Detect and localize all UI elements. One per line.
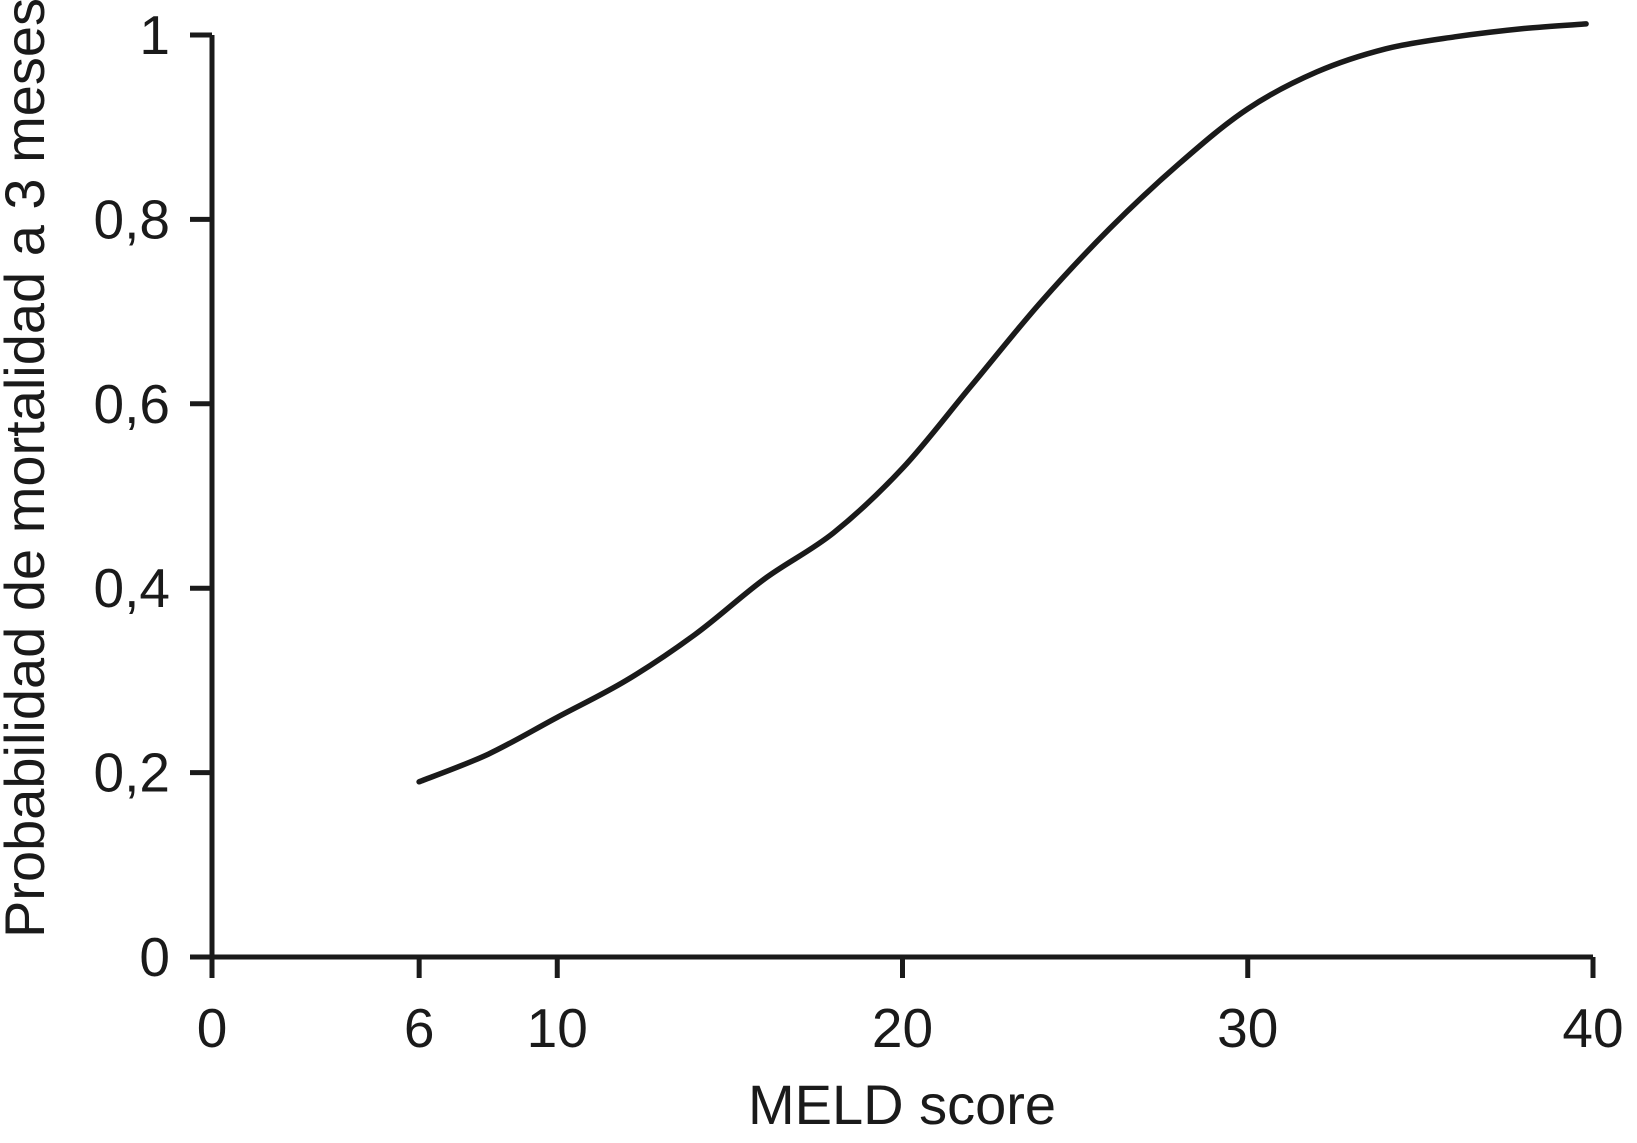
y-tick-label: 0,4 xyxy=(94,557,170,619)
axes xyxy=(190,35,1593,977)
x-tick-label: 40 xyxy=(1562,997,1623,1059)
y-tick-label: 0,2 xyxy=(94,742,170,804)
y-tick-label-group: 0 0,2 0,4 0,6 0,8 1 xyxy=(94,4,170,988)
y-tick-label: 0 xyxy=(139,926,170,988)
y-tick-group xyxy=(190,32,212,960)
x-tick-label: 6 xyxy=(404,997,435,1059)
x-tick-group xyxy=(209,957,1596,978)
x-tick-label: 30 xyxy=(1217,997,1278,1059)
mortality-probability-curve xyxy=(416,21,1589,785)
x-tick-label: 20 xyxy=(872,997,933,1059)
x-tick-label-group: 0 6 10 20 30 40 xyxy=(197,997,1624,1059)
y-tick-label: 1 xyxy=(139,4,170,66)
x-axis-title: MELD score xyxy=(748,1073,1056,1136)
x-tick-label: 0 xyxy=(197,997,228,1059)
y-tick-label: 0,8 xyxy=(94,188,170,250)
x-tick-label: 10 xyxy=(527,997,588,1059)
y-tick-label: 0,6 xyxy=(94,373,170,435)
y-axis-title: Probabilidad de mortalidad a 3 meses xyxy=(0,0,56,938)
